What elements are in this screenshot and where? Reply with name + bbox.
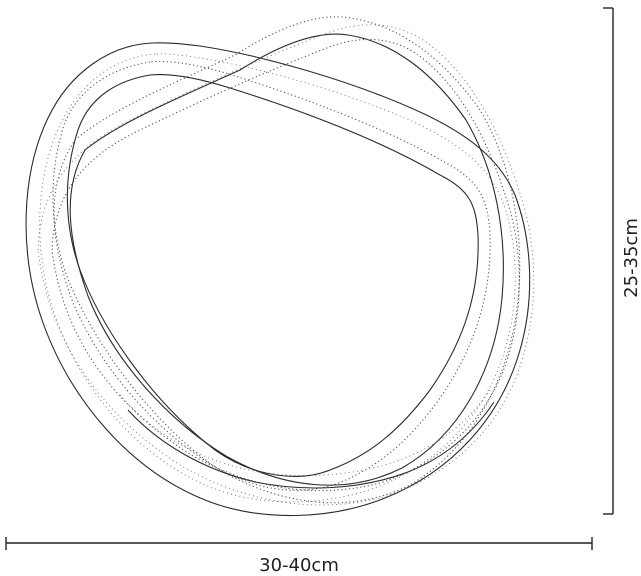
ring-loop-bottom-edge [127, 401, 495, 489]
width-dimension-label: 30-40cm [259, 555, 339, 576]
height-dimension-label: 25-35cm [621, 218, 641, 298]
ring-loop-inner [66, 73, 479, 477]
ring-loop-tilted-edge [69, 33, 504, 486]
ring-loop-inner-texture [52, 60, 491, 491]
ring-illustration [25, 16, 535, 517]
ring-loop-cross-inner [51, 38, 520, 492]
ring-loop-outer [25, 42, 531, 517]
width-dimension: 30-40cm [5, 537, 593, 576]
ring-loop-cross [37, 24, 535, 506]
ring-loop-bottom [119, 389, 491, 477]
ring-loop-tilted [53, 16, 521, 504]
height-dimension: 25-35cm [603, 7, 641, 515]
